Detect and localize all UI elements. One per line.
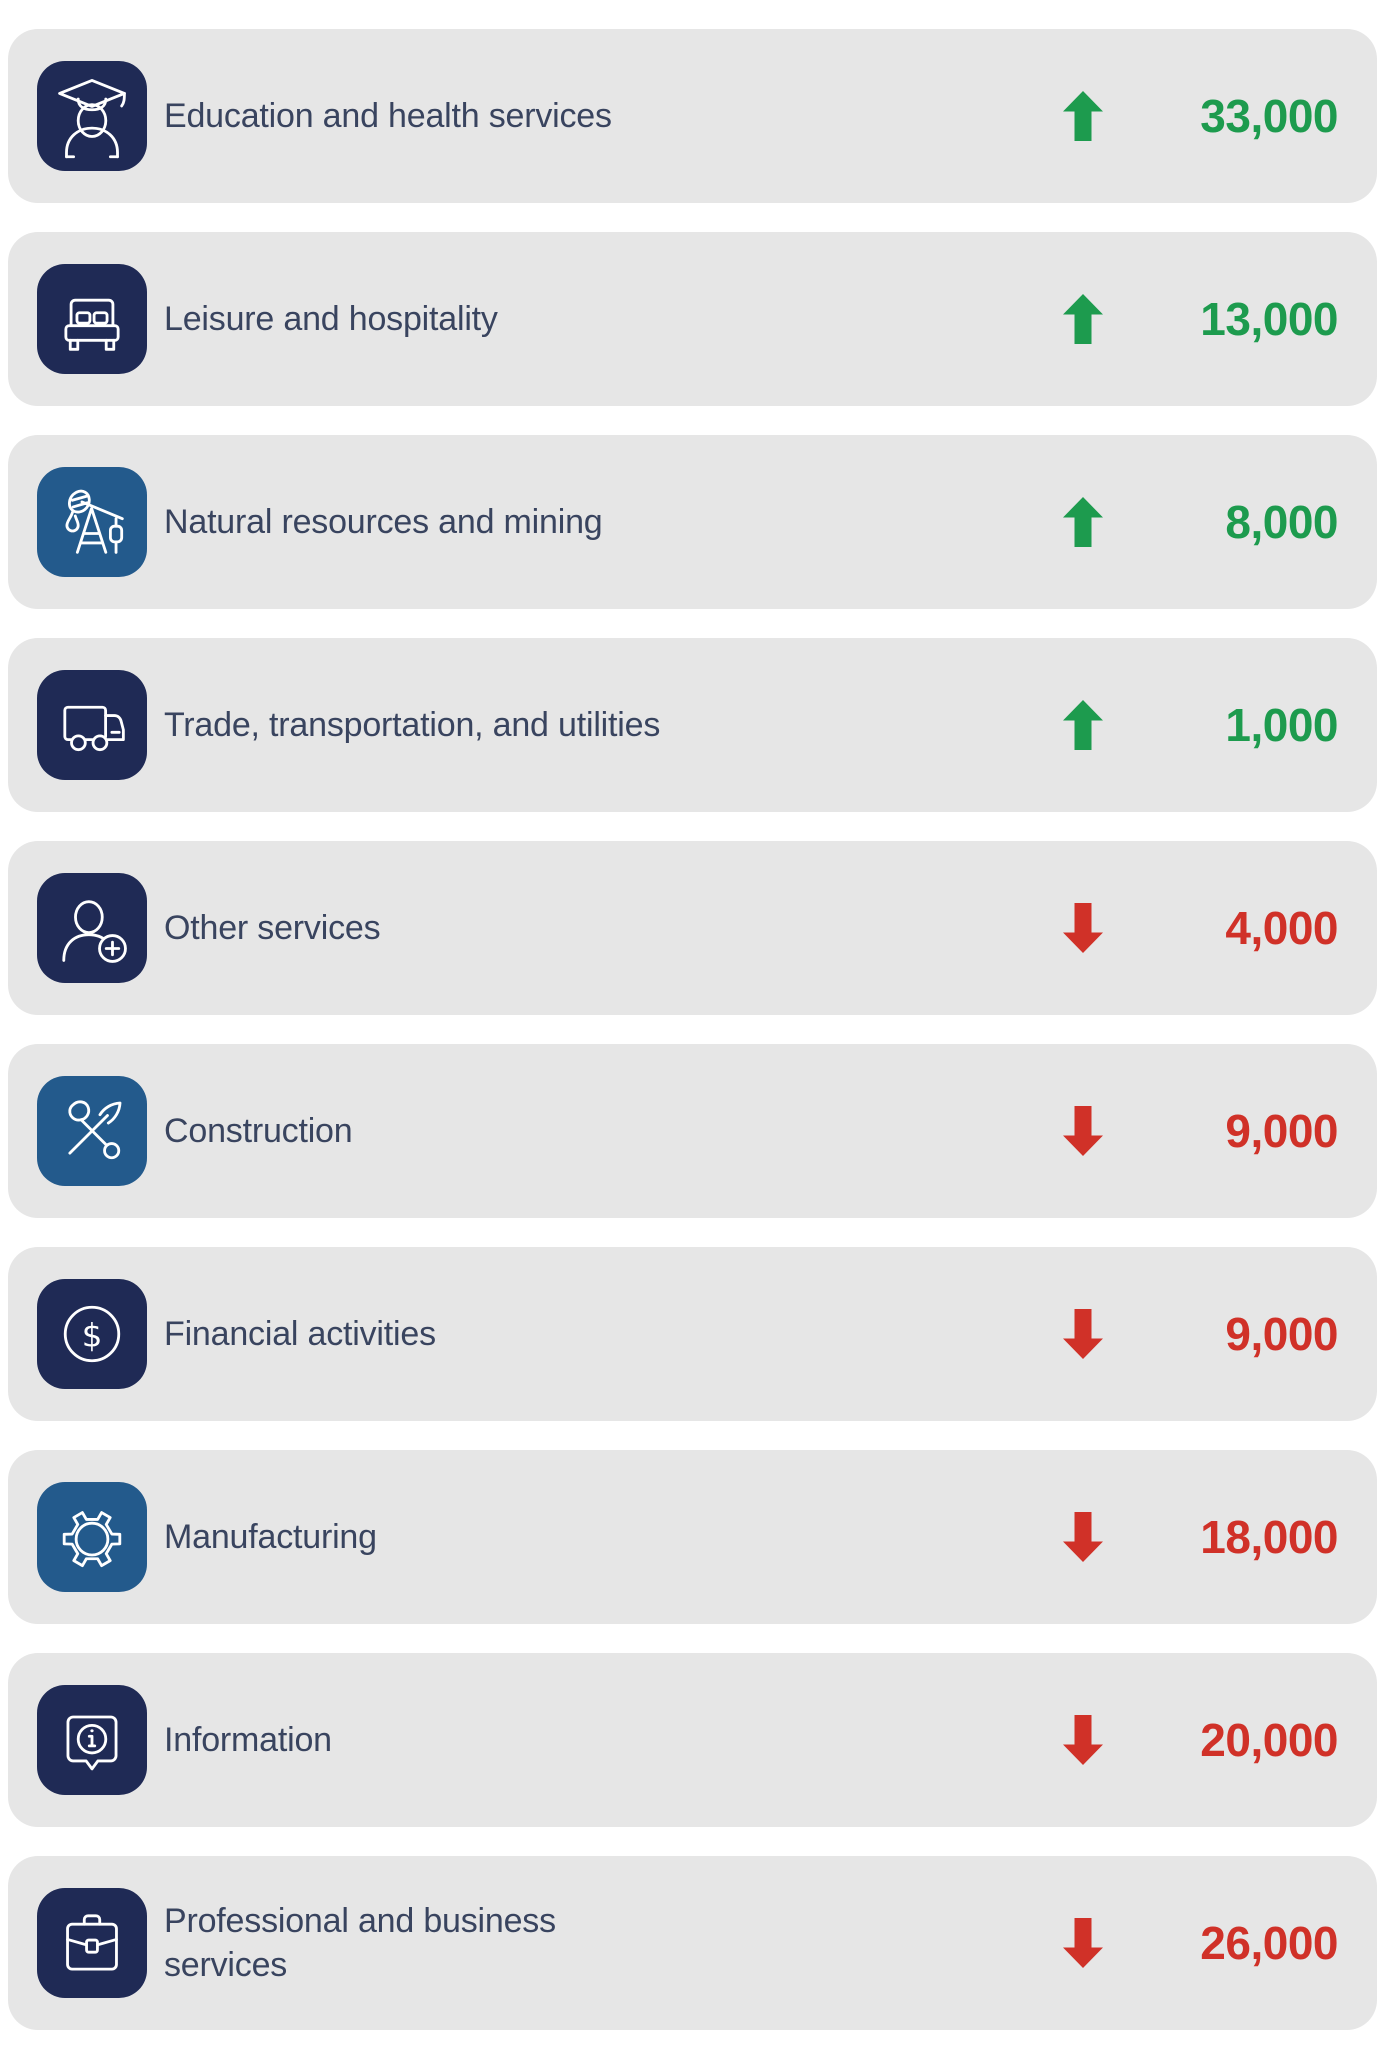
industry-row: Information 20,000: [8, 1653, 1377, 1827]
change-value: 20,000: [1200, 1714, 1338, 1766]
industry-row: Other services 4,000: [8, 841, 1377, 1015]
gear-icon: [46, 1491, 138, 1583]
arrow-down-icon: [1062, 1714, 1104, 1766]
arrow-up-icon: [1062, 293, 1104, 345]
arrow-down-icon: [1062, 1511, 1104, 1563]
dollar-circle-icon: [46, 1288, 138, 1380]
info-bubble-icon: [46, 1694, 138, 1786]
arrow-down-icon: [1062, 1105, 1104, 1157]
arrow-up-icon: [1062, 90, 1104, 142]
value-cell: 13,000: [1104, 292, 1377, 346]
industry-row: Trade, transportation, and utilities 1,0…: [8, 638, 1377, 812]
industry-row: Professional and business services 26,00…: [8, 1856, 1377, 2030]
industry-row: Natural resources and mining 8,000: [8, 435, 1377, 609]
change-value: 26,000: [1200, 1917, 1338, 1969]
construction-tools-icon: [46, 1085, 138, 1177]
bed-icon: [46, 273, 138, 365]
icon-badge: [37, 264, 147, 374]
icon-badge: [37, 670, 147, 780]
change-value: 9,000: [1225, 1105, 1338, 1157]
industry-row: Manufacturing 18,000: [8, 1450, 1377, 1624]
industry-label: Construction: [164, 1111, 353, 1150]
graduate-icon: [46, 70, 138, 162]
arrow-down-icon: [1062, 1917, 1104, 1969]
icon-badge: [37, 467, 147, 577]
value-cell: 1,000: [1104, 698, 1377, 752]
industry-row: Leisure and hospitality 13,000: [8, 232, 1377, 406]
person-add-icon: [46, 882, 138, 974]
value-cell: 20,000: [1104, 1713, 1377, 1767]
industry-label: Other services: [164, 908, 381, 947]
icon-badge: [37, 1482, 147, 1592]
value-cell: 26,000: [1104, 1916, 1377, 1970]
icon-badge: [37, 1076, 147, 1186]
value-cell: 33,000: [1104, 89, 1377, 143]
value-cell: 9,000: [1104, 1104, 1377, 1158]
arrow-up-icon: [1062, 699, 1104, 751]
industry-label: Manufacturing: [164, 1517, 377, 1556]
industry-label: Professional and business services: [164, 1901, 556, 1984]
truck-icon: [46, 679, 138, 771]
value-cell: 9,000: [1104, 1307, 1377, 1361]
change-value: 33,000: [1200, 90, 1338, 142]
industry-label: Financial activities: [164, 1314, 436, 1353]
industry-label: Education and health services: [164, 96, 612, 135]
industry-row: Financial activities 9,000: [8, 1247, 1377, 1421]
industry-label: Leisure and hospitality: [164, 299, 498, 338]
industry-label: Trade, transportation, and utilities: [164, 705, 661, 744]
industry-row: Construction 9,000: [8, 1044, 1377, 1218]
icon-badge: [37, 61, 147, 171]
change-value: 18,000: [1200, 1511, 1338, 1563]
arrow-up-icon: [1062, 496, 1104, 548]
oil-pumpjack-icon: [46, 476, 138, 568]
industry-row: Education and health services 33,000: [8, 29, 1377, 203]
briefcase-icon: [46, 1897, 138, 1989]
industry-label: Information: [164, 1720, 332, 1759]
arrow-down-icon: [1062, 902, 1104, 954]
arrow-down-icon: [1062, 1308, 1104, 1360]
icon-badge: [37, 1685, 147, 1795]
icon-badge: [37, 1888, 147, 1998]
change-value: 4,000: [1225, 902, 1338, 954]
value-cell: 18,000: [1104, 1510, 1377, 1564]
value-cell: 4,000: [1104, 901, 1377, 955]
industry-label: Natural resources and mining: [164, 502, 603, 541]
change-value: 1,000: [1225, 699, 1338, 751]
change-value: 9,000: [1225, 1308, 1338, 1360]
icon-badge: [37, 1279, 147, 1389]
icon-badge: [37, 873, 147, 983]
value-cell: 8,000: [1104, 495, 1377, 549]
change-value: 13,000: [1200, 293, 1338, 345]
change-value: 8,000: [1225, 496, 1338, 548]
